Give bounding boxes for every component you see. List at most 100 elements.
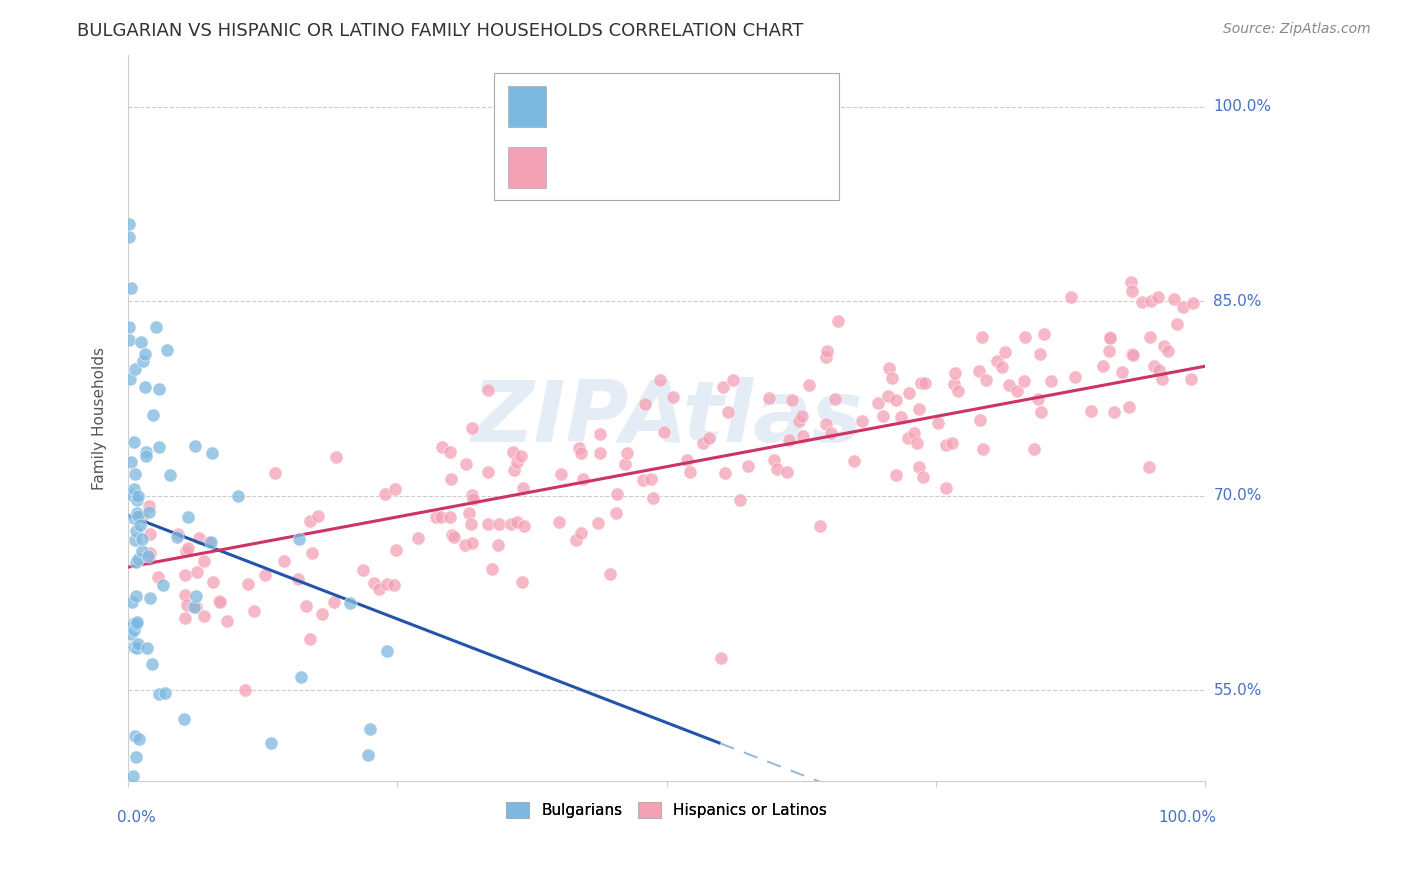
Point [295, 599, 318, 613]
Point [384, 482, 406, 496]
Point [139, 527, 162, 541]
Point [1150, 372, 1173, 386]
Point [808, 519, 831, 533]
Point [799, 377, 821, 392]
Point [193, 609, 215, 624]
Point [974, 373, 997, 387]
Point [124, 750, 146, 764]
Point [477, 384, 499, 398]
Point [122, 640, 145, 654]
Point [177, 541, 200, 556]
Point [273, 554, 295, 568]
Point [1166, 317, 1188, 331]
Point [228, 489, 250, 503]
Point [209, 595, 232, 609]
Point [572, 472, 595, 486]
Point [776, 465, 799, 479]
Point [132, 354, 155, 368]
Point [136, 549, 159, 563]
Point [127, 552, 149, 566]
Text: Source: ZipAtlas.com: Source: ZipAtlas.com [1223, 22, 1371, 37]
Point [550, 467, 572, 481]
Point [118, 334, 141, 348]
Point [124, 482, 146, 496]
Point [723, 373, 745, 387]
Point [425, 510, 447, 524]
Point [510, 575, 533, 590]
Point [1146, 290, 1168, 304]
Point [486, 537, 509, 551]
Point [301, 546, 323, 560]
Point [716, 405, 738, 419]
Point [905, 436, 928, 450]
Text: BULGARIAN VS HISPANIC OR LATINO FAMILY HOUSEHOLDS CORRELATION CHART: BULGARIAN VS HISPANIC OR LATINO FAMILY H… [77, 22, 804, 40]
Point [131, 532, 153, 546]
Point [787, 414, 810, 428]
Point [1122, 348, 1144, 362]
Point [441, 528, 464, 542]
Point [201, 446, 224, 460]
Point [375, 644, 398, 658]
Point [943, 376, 966, 391]
Point [1157, 344, 1180, 359]
Point [129, 517, 152, 532]
Point [127, 489, 149, 503]
Point [120, 455, 142, 469]
Point [935, 481, 957, 495]
Point [842, 454, 865, 468]
Point [946, 384, 969, 398]
Point [184, 589, 207, 603]
Point [463, 491, 485, 506]
Point [815, 417, 838, 431]
Point [513, 519, 536, 533]
Point [1140, 294, 1163, 309]
Text: 100.0%: 100.0% [1213, 100, 1271, 114]
Point [125, 506, 148, 520]
Point [174, 568, 197, 582]
Point [382, 578, 405, 592]
Point [910, 376, 932, 390]
Point [131, 509, 153, 524]
Point [125, 492, 148, 507]
Point [461, 488, 484, 502]
Point [359, 722, 381, 736]
Point [884, 393, 907, 408]
Point [927, 417, 949, 431]
Point [1033, 326, 1056, 341]
Point [125, 616, 148, 631]
Point [430, 440, 453, 454]
Point [122, 769, 145, 783]
Point [253, 568, 276, 582]
Point [648, 373, 671, 387]
Point [288, 533, 311, 547]
Point [986, 353, 1008, 368]
Point [1102, 405, 1125, 419]
Point [124, 361, 146, 376]
Point [692, 436, 714, 450]
Point [912, 470, 935, 484]
Point [233, 683, 256, 698]
Point [146, 570, 169, 584]
Point [970, 329, 993, 343]
Point [339, 597, 361, 611]
Point [710, 651, 733, 665]
Point [1014, 330, 1036, 344]
Point [125, 590, 148, 604]
Point [866, 395, 889, 409]
Point [243, 604, 266, 618]
Point [631, 473, 654, 487]
Point [501, 517, 523, 532]
Point [374, 487, 396, 501]
Point [173, 712, 195, 726]
Point [174, 611, 197, 625]
Point [1099, 331, 1122, 345]
Point [215, 614, 238, 628]
Point [1139, 330, 1161, 344]
Point [1121, 347, 1143, 361]
Point [460, 421, 482, 435]
Point [897, 386, 920, 401]
Point [287, 572, 309, 586]
Point [127, 640, 149, 655]
Point [176, 544, 198, 558]
Point [880, 370, 903, 384]
